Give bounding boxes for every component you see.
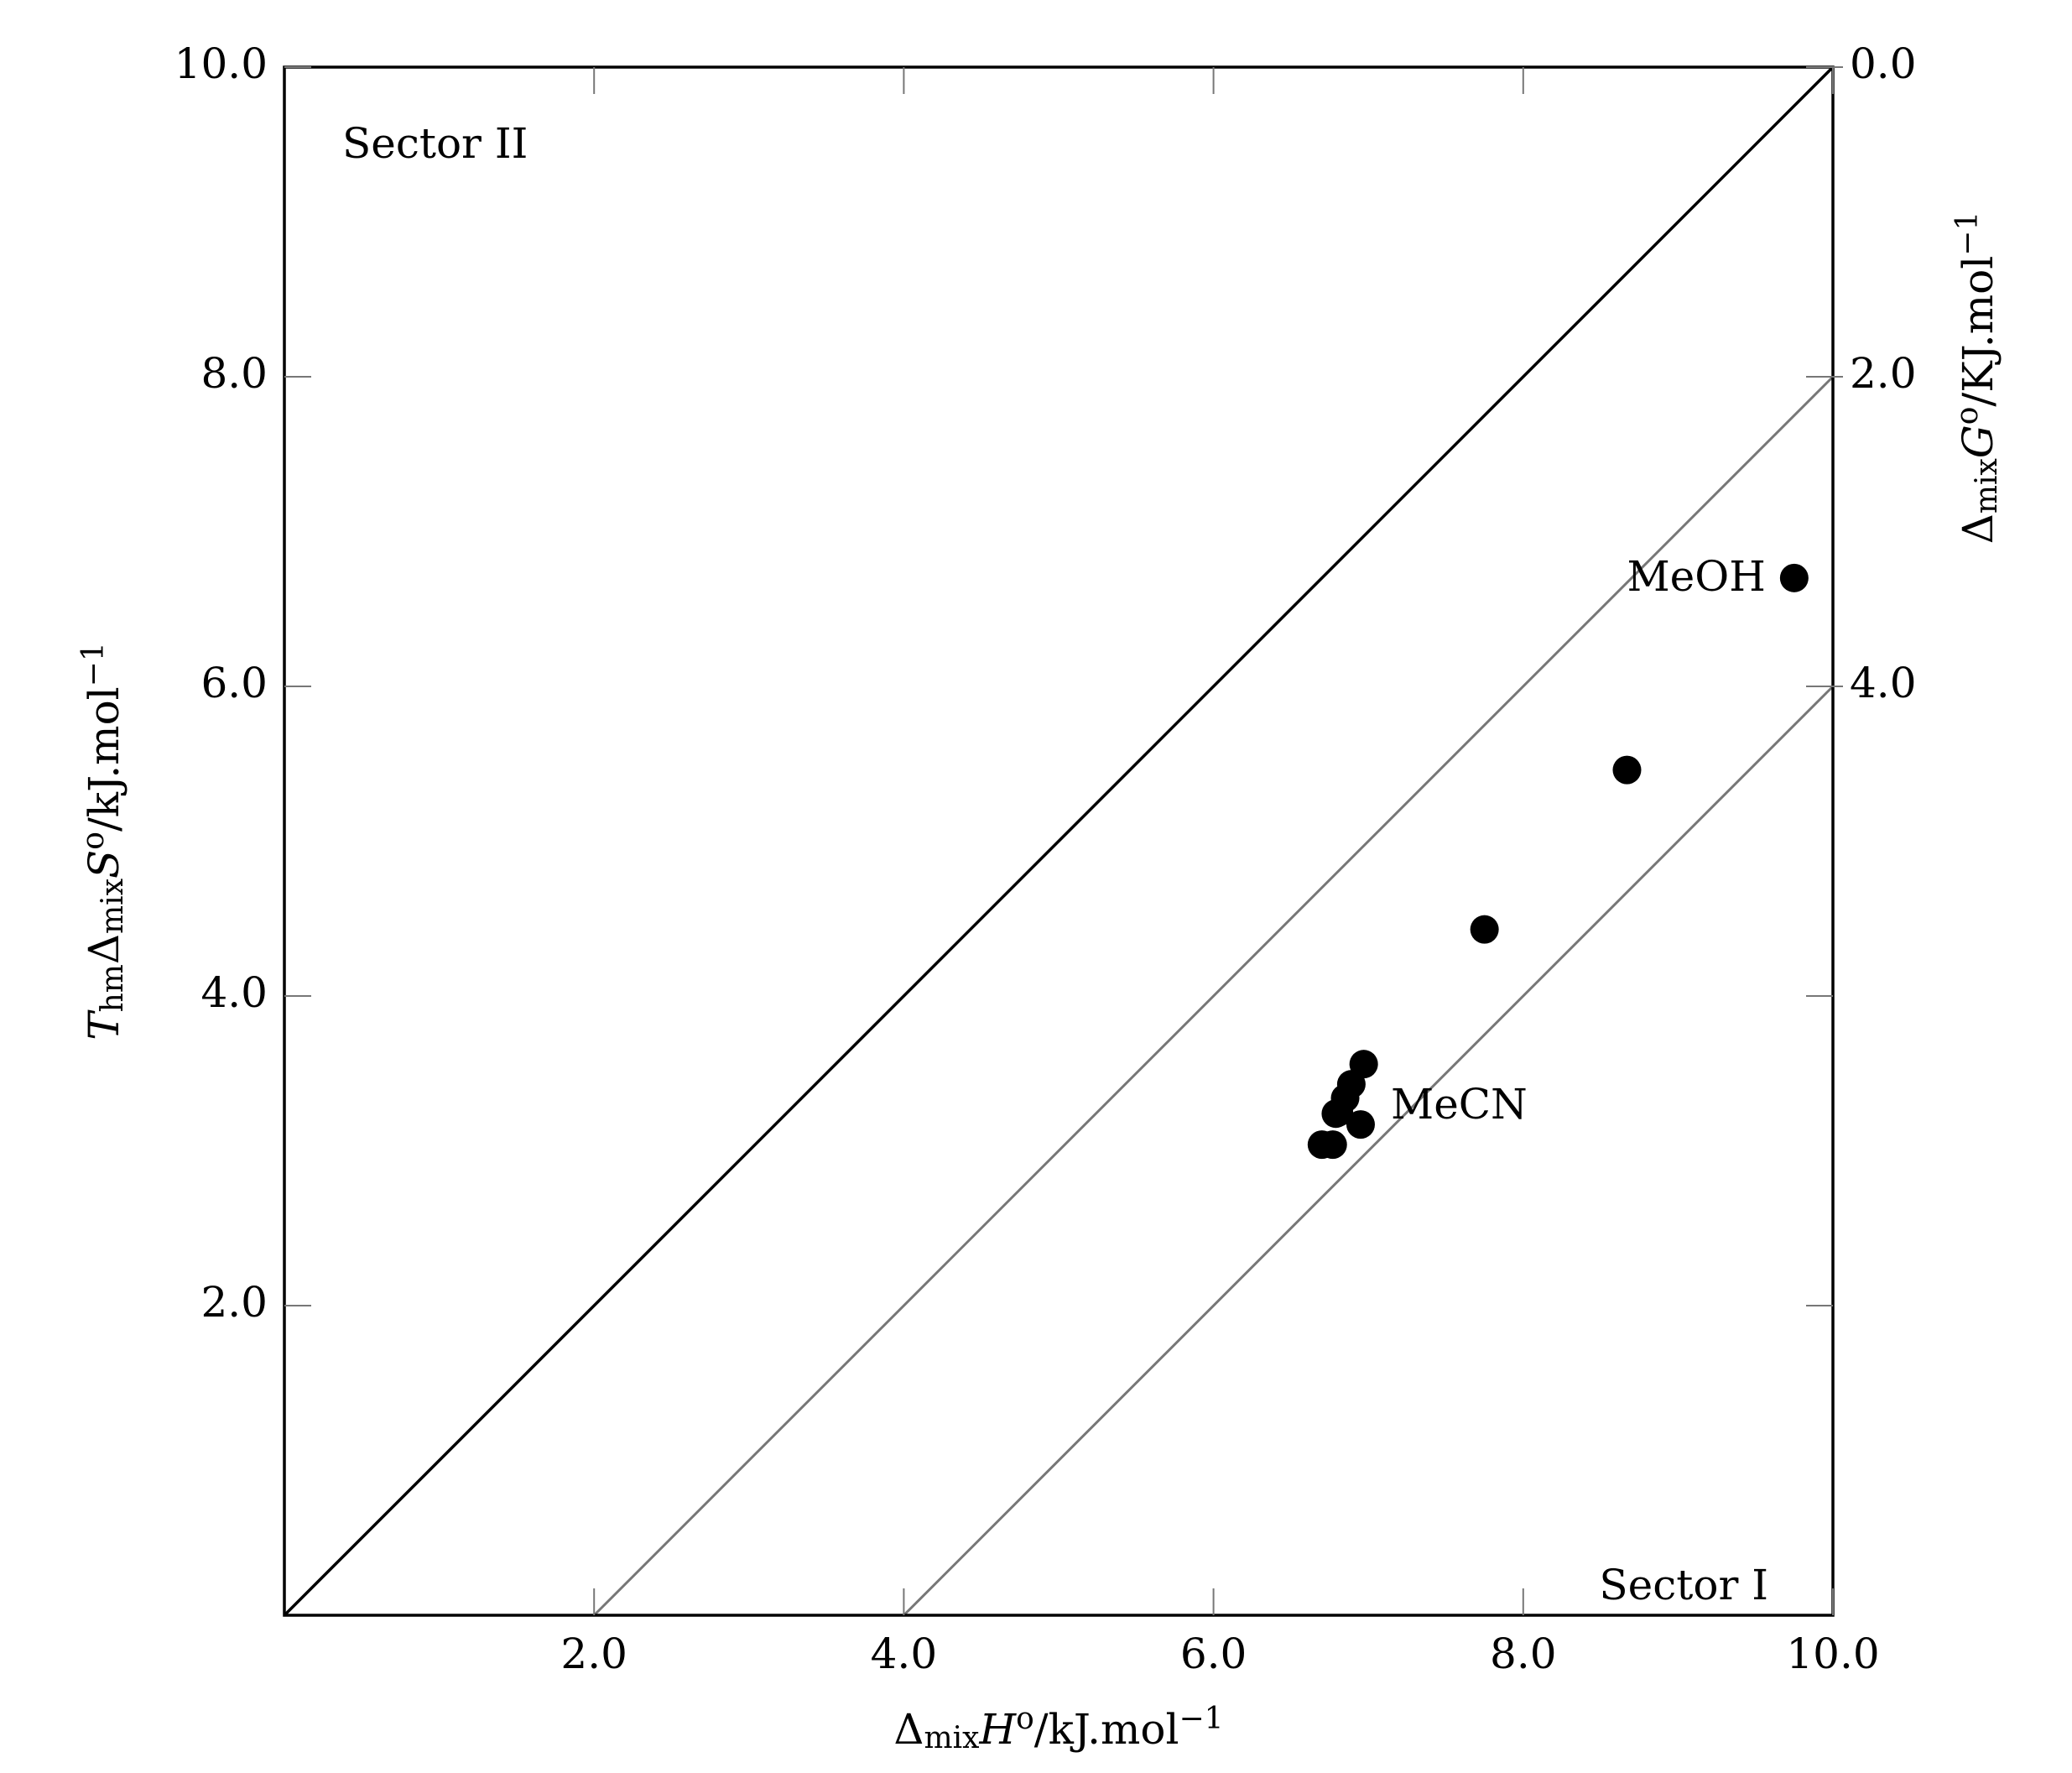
y-tick-label: 8.0 (200, 349, 268, 398)
y-tick-label: 10.0 (174, 39, 268, 88)
label-part: /kJ.mol (80, 686, 128, 832)
y2-tick-label: 2.0 (1850, 349, 1917, 398)
point (1346, 1110, 1375, 1139)
label-part: Δ (893, 1705, 924, 1754)
guide-line (903, 685, 1835, 1617)
y-tick-label: 6.0 (200, 659, 268, 707)
x-axis-label: ΔmixHo/kJ.mol−1 (893, 1702, 1223, 1755)
label-part: S (80, 850, 128, 879)
x-tick-label: 8.0 (1490, 1630, 1557, 1678)
label-part: mix (96, 879, 130, 934)
y2-tick-label: 4.0 (1850, 659, 1917, 707)
guide-line (283, 65, 1835, 1617)
label-part: H (978, 1705, 1017, 1754)
annotation: MeOH (1627, 552, 1765, 601)
point (1321, 1099, 1351, 1129)
annotation: Sector I (1599, 1561, 1768, 1609)
guide-line (593, 375, 1835, 1617)
label-part: −1 (1950, 211, 1985, 256)
y-tick-label: 2.0 (200, 1278, 268, 1327)
y-tick-label: 4.0 (200, 968, 268, 1017)
x-tick-label: 4.0 (871, 1630, 938, 1678)
label-part: /KJ.mol (1954, 256, 2002, 407)
label-part: hm (96, 964, 130, 1012)
label-part: /kJ.mol (1034, 1705, 1179, 1754)
y2-axis-label: ΔmixGo/KJ.mol−1 (1950, 211, 2004, 545)
label-part: o (1950, 407, 1985, 425)
annotation: Sector II (342, 119, 528, 168)
label-part: −1 (1179, 1702, 1224, 1736)
point (1612, 755, 1642, 785)
annotation: MeCN (1391, 1080, 1528, 1129)
x-tick-label: 6.0 (1180, 1630, 1247, 1678)
label-part: mix (1970, 458, 2004, 514)
plot-frame (283, 65, 1835, 1617)
x-tick-label: 2.0 (560, 1630, 627, 1678)
label-part: Δ (80, 934, 128, 964)
point (1779, 563, 1809, 592)
x-tick-label: 10.0 (1786, 1630, 1879, 1678)
label-part: T (80, 1009, 128, 1040)
label-part: −1 (76, 642, 111, 686)
label-part: o (1016, 1702, 1034, 1736)
y-axis-label: ThmΔmixSo/kJ.mol−1 (76, 642, 130, 1040)
y2-tick-label: 0.0 (1850, 39, 1917, 88)
label-part: mix (924, 1721, 980, 1755)
label-part: G (1954, 425, 2002, 458)
point (1318, 1130, 1347, 1160)
point (1470, 915, 1499, 944)
label-part: o (76, 832, 111, 850)
label-part: Δ (1954, 514, 2002, 544)
